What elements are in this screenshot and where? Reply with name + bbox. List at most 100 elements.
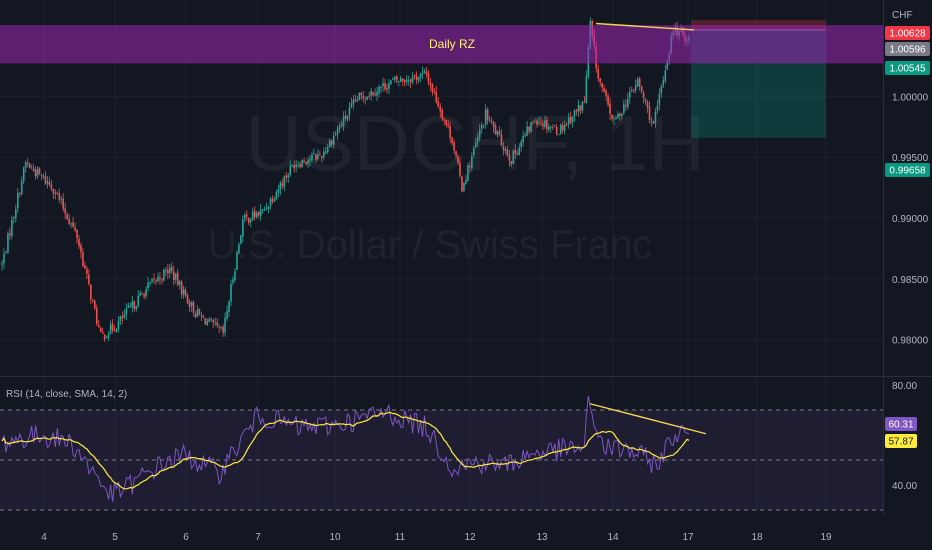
candle-body bbox=[540, 122, 542, 123]
candle-body bbox=[311, 154, 313, 160]
candle-body bbox=[200, 315, 203, 317]
candle-body bbox=[165, 270, 167, 271]
candle-body bbox=[354, 99, 357, 102]
candle-body bbox=[530, 122, 532, 132]
candle-body bbox=[107, 334, 110, 338]
candle-body bbox=[463, 182, 465, 192]
candle-body bbox=[240, 235, 242, 244]
candle-body bbox=[441, 110, 444, 119]
candle-body bbox=[78, 238, 80, 247]
candle-body bbox=[293, 165, 295, 169]
time-axis[interactable]: 4 5 6 7 10 11 12 13 14 17 18 19 bbox=[41, 532, 832, 543]
candle-body bbox=[484, 109, 487, 125]
candle-body bbox=[84, 265, 86, 269]
candle-body bbox=[143, 294, 145, 298]
candle-body bbox=[174, 273, 177, 280]
price-tag bbox=[885, 61, 930, 75]
candle-body bbox=[28, 163, 31, 168]
candle-body bbox=[9, 233, 11, 236]
candle-body bbox=[182, 289, 185, 296]
candle-body bbox=[471, 156, 473, 169]
candle-body bbox=[313, 153, 315, 155]
candle-body bbox=[567, 117, 570, 125]
daily-resistance-zone[interactable]: Daily RZ bbox=[0, 25, 883, 64]
candle-body bbox=[372, 91, 374, 95]
candle-body bbox=[399, 77, 402, 83]
candle-body bbox=[228, 301, 230, 313]
candle-body bbox=[139, 293, 141, 296]
candle-body bbox=[630, 90, 633, 92]
candle-body bbox=[194, 313, 197, 318]
candle-body bbox=[218, 326, 220, 328]
candle-body bbox=[151, 278, 153, 282]
candle-body bbox=[161, 279, 163, 281]
candle-body bbox=[283, 176, 286, 187]
candle-body bbox=[565, 123, 568, 125]
candle-body bbox=[409, 79, 412, 83]
candle-body bbox=[54, 192, 57, 194]
candle-body bbox=[289, 165, 292, 175]
candle-body bbox=[405, 80, 408, 83]
candle-body bbox=[457, 156, 459, 164]
candle-body bbox=[478, 129, 481, 138]
candle-body bbox=[640, 86, 643, 92]
candle-body bbox=[609, 103, 611, 114]
candle-body bbox=[26, 162, 29, 164]
candle-body bbox=[528, 126, 530, 132]
candle-body bbox=[90, 284, 92, 300]
candle-body bbox=[628, 91, 631, 98]
candle-body bbox=[32, 168, 35, 171]
candle-body bbox=[36, 168, 39, 177]
candle-body bbox=[95, 308, 98, 325]
time-tick-label: 6 bbox=[183, 532, 189, 543]
candle-body bbox=[386, 88, 388, 90]
candle-body bbox=[506, 149, 509, 156]
candle-body bbox=[494, 125, 497, 135]
candle-body bbox=[548, 126, 550, 130]
rsi-legend[interactable]: RSI (14, close, SMA, 14, 2) bbox=[6, 389, 127, 400]
candle-body bbox=[619, 113, 621, 117]
candle-body bbox=[249, 219, 252, 222]
time-tick-label: 14 bbox=[607, 532, 619, 543]
candle-body bbox=[277, 189, 280, 193]
candle-body bbox=[526, 126, 528, 136]
candle-body bbox=[577, 104, 580, 113]
candle-body bbox=[455, 151, 457, 156]
candle-body bbox=[58, 193, 61, 200]
candle-body bbox=[348, 107, 351, 116]
candle-body bbox=[607, 95, 609, 105]
candle-body bbox=[159, 277, 161, 280]
candle-body bbox=[569, 116, 572, 123]
candle-body bbox=[561, 124, 564, 131]
candle-body bbox=[332, 135, 335, 145]
price-axis[interactable]: 1.00000 0.99500 0.99000 0.98500 0.98000 80.00… bbox=[892, 92, 929, 492]
price-tag bbox=[885, 26, 930, 40]
candle-body bbox=[301, 160, 303, 168]
candle-body bbox=[172, 271, 175, 281]
candle-body bbox=[319, 154, 321, 156]
candle-body bbox=[206, 320, 209, 326]
candle-body bbox=[5, 251, 7, 253]
zone-rect bbox=[0, 25, 883, 64]
candle-body bbox=[550, 127, 552, 128]
price-trendline[interactable] bbox=[595, 22, 695, 31]
candle-body bbox=[13, 216, 15, 219]
candle-body bbox=[486, 109, 489, 121]
candle-body bbox=[279, 182, 282, 190]
candle-body bbox=[557, 134, 560, 135]
candle-body bbox=[263, 209, 266, 211]
candle-body bbox=[103, 334, 106, 339]
time-tick-label: 7 bbox=[255, 532, 261, 543]
candle-body bbox=[476, 137, 479, 142]
candle-body bbox=[662, 79, 665, 86]
candle-body bbox=[245, 214, 248, 217]
time-tick-label: 5 bbox=[112, 532, 118, 543]
candle-body bbox=[50, 184, 53, 189]
candle-body bbox=[465, 180, 467, 184]
candle-body bbox=[453, 142, 455, 151]
candle-body bbox=[202, 315, 205, 317]
candle-body bbox=[473, 148, 475, 156]
candle-body bbox=[247, 217, 250, 223]
candle-body bbox=[265, 208, 268, 210]
candle-body bbox=[433, 90, 436, 92]
